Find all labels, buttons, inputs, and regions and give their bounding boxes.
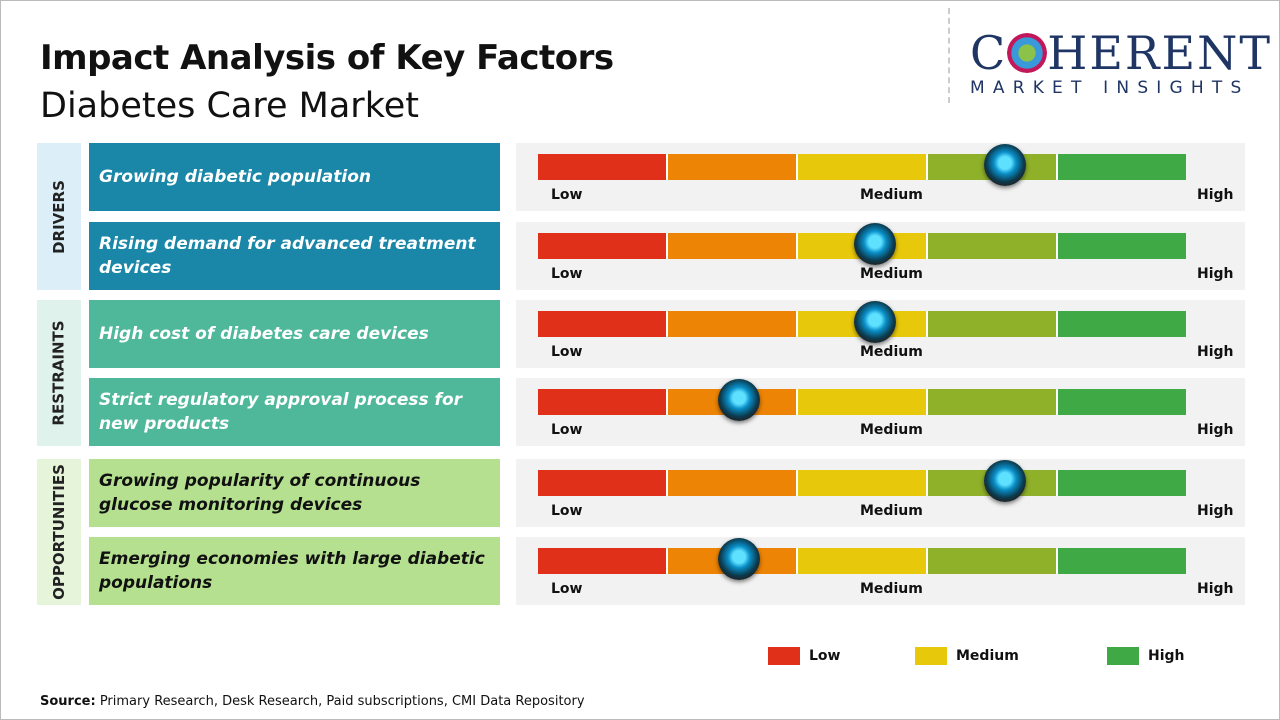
page-title: Impact Analysis of Key Factors — [40, 38, 614, 78]
medium-label: Medium — [860, 344, 923, 360]
low-label: Low — [551, 422, 583, 438]
high-label: High — [1197, 422, 1234, 438]
category-label: OPPORTUNITIES — [50, 464, 68, 600]
impact-marker-icon — [717, 538, 760, 580]
source-label: Source: — [40, 694, 96, 709]
low-label: Low — [551, 266, 583, 282]
low-label: Low — [551, 581, 583, 597]
medium-label: Medium — [860, 422, 923, 438]
gauge-segment — [538, 548, 668, 574]
gauge-segment — [538, 311, 668, 337]
gauge-segment — [668, 154, 798, 180]
gauge-bar — [538, 154, 1186, 180]
gauge-segment — [798, 470, 928, 496]
factor-label: Emerging economies with large diabetic p… — [89, 537, 500, 605]
gauge-segment — [1058, 311, 1186, 337]
medium-label: Medium — [860, 581, 923, 597]
impact-marker-icon — [983, 460, 1026, 502]
gauge-segment — [538, 470, 668, 496]
page-subtitle: Diabetes Care Market — [40, 86, 419, 126]
factor-label: Strict regulatory approval process for n… — [89, 378, 500, 446]
factor-label: Growing diabetic population — [89, 143, 500, 211]
impact-marker-icon — [853, 301, 896, 343]
impact-gauge: Low Medium High — [516, 378, 1245, 446]
gauge-segment — [1058, 389, 1186, 415]
gauge-segment — [928, 548, 1058, 574]
source-note: Source: Primary Research, Desk Research,… — [40, 694, 585, 709]
high-label: High — [1197, 187, 1234, 203]
impact-gauge: Low Medium High — [516, 143, 1245, 211]
gauge-segment — [798, 548, 928, 574]
legend-swatch — [915, 647, 947, 665]
factor-label: Growing popularity of continuous glucose… — [89, 459, 500, 527]
gauge-segment — [1058, 154, 1186, 180]
category-restraints: RESTRAINTS — [37, 300, 81, 446]
gauge-segment — [538, 389, 668, 415]
gauge-segment — [798, 154, 928, 180]
gauge-segment — [538, 233, 668, 259]
category-drivers: DRIVERS — [37, 143, 81, 290]
legend-item: High — [1107, 647, 1185, 665]
gauge-segment — [928, 311, 1058, 337]
impact-gauge: Low Medium High — [516, 300, 1245, 368]
medium-label: Medium — [860, 266, 923, 282]
impact-gauge: Low Medium High — [516, 459, 1245, 527]
low-label: Low — [551, 503, 583, 519]
legend-label: Medium — [956, 648, 1019, 664]
factor-label: High cost of diabetes care devices — [89, 300, 500, 368]
category-opportunities: OPPORTUNITIES — [37, 459, 81, 605]
gauge-segment — [668, 311, 798, 337]
globe-icon — [1007, 33, 1048, 73]
impact-marker-icon — [853, 223, 896, 265]
high-label: High — [1197, 503, 1234, 519]
impact-gauge: Low Medium High — [516, 222, 1245, 290]
gauge-segment — [1058, 233, 1186, 259]
divider — [948, 8, 950, 103]
gauge-bar — [538, 389, 1186, 415]
medium-label: Medium — [860, 503, 923, 519]
impact-marker-icon — [717, 379, 760, 421]
legend-swatch — [768, 647, 800, 665]
high-label: High — [1197, 581, 1234, 597]
category-label: DRIVERS — [50, 179, 69, 254]
gauge-segment — [1058, 470, 1186, 496]
legend-label: High — [1148, 648, 1185, 664]
medium-label: Medium — [860, 187, 923, 203]
legend-label: Low — [809, 648, 841, 664]
high-label: High — [1197, 266, 1234, 282]
gauge-bar — [538, 548, 1186, 574]
logo: C HERENT MARKET INSIGHTS — [970, 26, 1273, 98]
impact-gauge: Low Medium High — [516, 537, 1245, 605]
gauge-bar — [538, 470, 1186, 496]
gauge-segment — [928, 233, 1058, 259]
source-text: Primary Research, Desk Research, Paid su… — [95, 694, 585, 709]
impact-marker-icon — [983, 144, 1026, 186]
low-label: Low — [551, 187, 583, 203]
gauge-segment — [1058, 548, 1186, 574]
factor-label: Rising demand for advanced treatment dev… — [89, 222, 500, 290]
gauge-segment — [798, 389, 928, 415]
legend-swatch — [1107, 647, 1139, 665]
category-label: RESTRAINTS — [50, 320, 69, 426]
legend-item: Medium — [915, 647, 1019, 665]
gauge-segment — [668, 470, 798, 496]
gauge-segment — [538, 154, 668, 180]
legend-item: Low — [768, 647, 840, 665]
high-label: High — [1197, 344, 1234, 360]
gauge-segment — [668, 233, 798, 259]
low-label: Low — [551, 344, 583, 360]
gauge-segment — [928, 389, 1058, 415]
